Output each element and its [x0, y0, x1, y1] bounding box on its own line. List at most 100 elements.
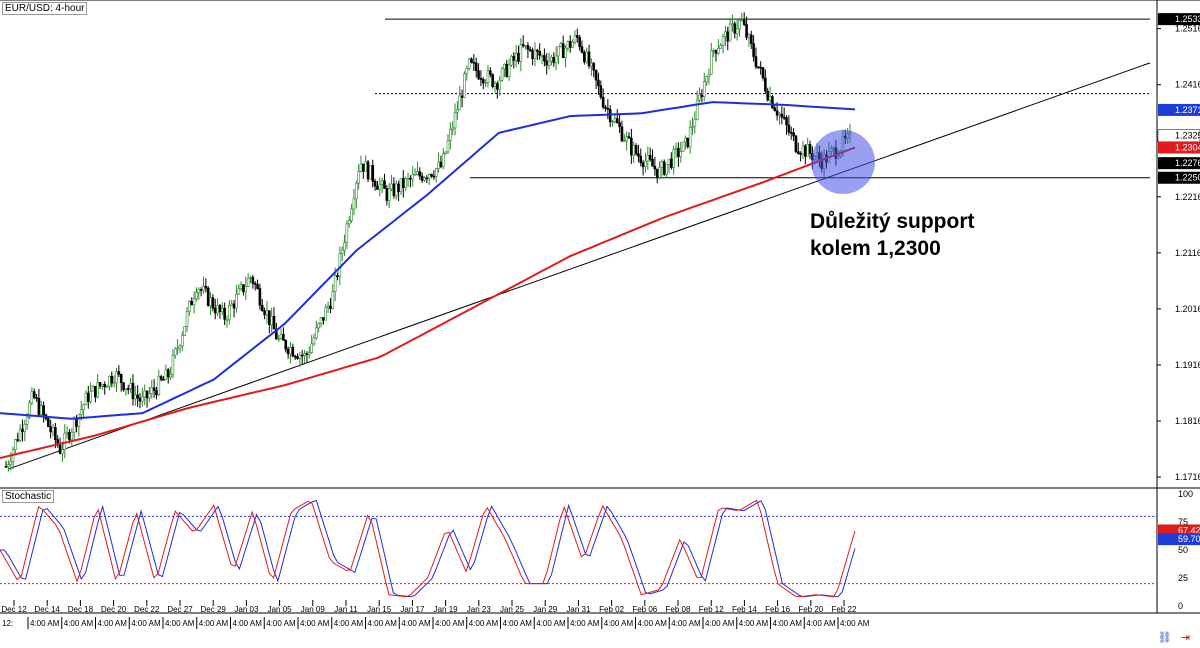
candle-body [571, 41, 574, 48]
candle-body [554, 55, 558, 64]
date-label: Dec 18 [68, 605, 94, 614]
candle-body [54, 427, 57, 441]
candle-body [300, 354, 304, 357]
candle-body [444, 151, 447, 154]
support-annotation: Důležitý support kolem 1,2300 [810, 208, 975, 262]
candle-body [188, 300, 191, 312]
candle-body [230, 303, 233, 306]
candle-body [590, 62, 593, 67]
price-label-text: 1.2325 [1175, 131, 1200, 141]
candle-body [507, 64, 511, 77]
candle-body [18, 428, 22, 441]
stoch-label-text: 67.42 [1178, 525, 1200, 535]
candle-body [4, 466, 8, 468]
candle-body [472, 61, 476, 64]
candle-body [409, 177, 412, 180]
date-label: Feb 22 [832, 605, 857, 614]
candle-body [218, 305, 222, 312]
candle-body [446, 140, 450, 153]
candle-body [131, 382, 135, 400]
candle-body [347, 220, 351, 225]
candle-body [378, 184, 382, 190]
candle-body [623, 140, 626, 143]
candle-body [594, 69, 598, 81]
candle-body [101, 384, 104, 387]
candle-body [30, 391, 34, 404]
candle-body [674, 147, 678, 150]
candle-body [646, 154, 650, 162]
candle-body [32, 391, 36, 398]
candle-body [256, 284, 259, 289]
oscillator-title: Stochastic [2, 490, 55, 503]
candle-body [399, 178, 403, 192]
date-label: Feb 14 [732, 605, 757, 614]
candle-body [747, 34, 751, 38]
candle-body [611, 121, 614, 123]
candle-body [190, 300, 194, 306]
candle-body [164, 369, 168, 380]
candle-body [719, 44, 722, 49]
date-label: Dec 12 [1, 605, 27, 614]
candle-body [49, 426, 52, 433]
candle-body [806, 144, 809, 157]
candle-body [143, 390, 147, 398]
candle-body [785, 117, 788, 126]
price-tick-label: 1.2116 [1175, 248, 1200, 258]
candle-body [644, 160, 647, 168]
candle-body [138, 397, 142, 402]
price-label-text: 1.2371 [1175, 105, 1200, 115]
candle-body [150, 387, 154, 394]
candle-body [618, 122, 621, 128]
candle-body [761, 67, 765, 79]
date-label: Jan 09 [301, 605, 326, 614]
candle-body [249, 276, 252, 279]
time-label: 4:00 AM [773, 619, 803, 628]
candle-body [362, 163, 365, 172]
candle-body [752, 43, 755, 57]
candle-body [326, 305, 330, 308]
candle-body [564, 47, 567, 59]
candle-body [717, 48, 720, 54]
candle-body [237, 288, 241, 295]
time-label: 4:00 AM [368, 619, 398, 628]
candle-body [467, 58, 471, 69]
candle-body [801, 145, 805, 155]
candle-body [653, 165, 657, 170]
candle-body [406, 177, 410, 180]
candle-body [185, 311, 189, 327]
candle-body [338, 253, 342, 277]
candle-body [61, 449, 64, 454]
candle-body [505, 63, 509, 77]
time-label: 4:00 AM [199, 619, 229, 628]
candle-body [385, 188, 389, 201]
arrow-right-icon[interactable]: ⇥ [1180, 632, 1190, 644]
price-tick-label: 1.1716 [1175, 472, 1200, 482]
time-label: 4:00 AM [739, 619, 769, 628]
candle-body [608, 109, 612, 123]
annotation-line-1: Důležitý support [810, 210, 975, 233]
time-label: 4:00 AM [300, 619, 330, 628]
candle-body [183, 325, 186, 336]
candle-body [792, 132, 795, 137]
time-label: 4:00 AM [30, 619, 60, 628]
candle-body [343, 242, 346, 251]
candle-body [21, 428, 24, 432]
candle-body [557, 45, 560, 57]
candle-body [575, 35, 579, 38]
candle-body [324, 307, 328, 321]
candle-body [209, 297, 212, 306]
candle-body [371, 165, 375, 182]
time-label: 4:00 AM [638, 619, 668, 628]
candle-body [639, 155, 643, 164]
link-icon[interactable]: ⛓ [1157, 632, 1172, 644]
candle-body [176, 347, 179, 350]
candle-body [460, 95, 464, 98]
price-tick-label: 1.2216 [1175, 192, 1200, 202]
candle-body [641, 162, 645, 168]
candle-body [286, 348, 290, 355]
candle-body [432, 175, 436, 178]
candle-body [709, 50, 713, 75]
price-tick-label: 1.2416 [1175, 80, 1200, 90]
candle-body [726, 31, 730, 42]
candle-body [404, 178, 407, 188]
